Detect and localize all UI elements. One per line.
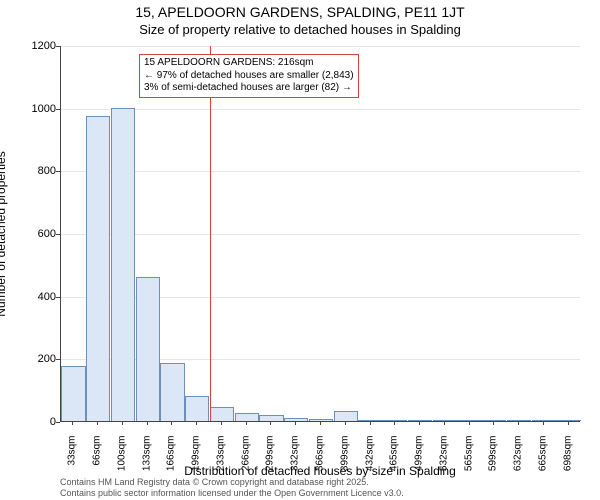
xtick-label: 100sqm [116, 436, 127, 496]
xtick-mark [97, 421, 98, 425]
gridline [61, 234, 580, 235]
xtick-label: 233sqm [215, 436, 226, 496]
xtick-label: 599sqm [488, 436, 499, 496]
xtick-mark [345, 421, 346, 425]
xtick-mark [196, 421, 197, 425]
footer-attribution: Contains HM Land Registry data © Crown c… [60, 477, 404, 498]
xtick-mark [246, 421, 247, 425]
histogram-bar [185, 396, 209, 421]
xtick-label: 166sqm [166, 436, 177, 496]
xtick-mark [493, 421, 494, 425]
ytick-label: 400 [6, 291, 56, 303]
xtick-mark [122, 421, 123, 425]
histogram-bar [433, 420, 457, 421]
xtick-label: 199sqm [191, 436, 202, 496]
reference-line [210, 46, 211, 421]
ytick-mark [56, 46, 60, 47]
xtick-mark [72, 421, 73, 425]
ytick-label: 800 [6, 165, 56, 177]
xtick-mark [543, 421, 544, 425]
xtick-mark [518, 421, 519, 425]
xtick-mark [444, 421, 445, 425]
ytick-mark [56, 359, 60, 360]
histogram-bar [532, 420, 556, 421]
ytick-mark [56, 422, 60, 423]
gridline [61, 109, 580, 110]
histogram-bar [457, 420, 481, 421]
histogram-bar [210, 407, 234, 421]
xtick-label: 33sqm [67, 436, 78, 496]
annotation-line-2: ← 97% of detached houses are smaller (2,… [144, 70, 354, 83]
xtick-label: 665sqm [537, 436, 548, 496]
xtick-mark [147, 421, 148, 425]
histogram-bar [334, 411, 358, 421]
xtick-label: 299sqm [265, 436, 276, 496]
xtick-label: 698sqm [562, 436, 573, 496]
xtick-mark [171, 421, 172, 425]
footer-line-1: Contains HM Land Registry data © Crown c… [60, 477, 404, 487]
chart-title: 15, APELDOORN GARDENS, SPALDING, PE11 1J… [0, 4, 600, 20]
ytick-mark [56, 109, 60, 110]
ytick-label: 600 [6, 228, 56, 240]
ytick-label: 0 [6, 416, 56, 428]
plot-area: 15 APELDOORN GARDENS: 216sqm ← 97% of de… [60, 46, 580, 422]
gridline [61, 171, 580, 172]
xtick-mark [320, 421, 321, 425]
xtick-label: 332sqm [290, 436, 301, 496]
gridline [61, 46, 580, 47]
xtick-label: 499sqm [414, 436, 425, 496]
footer-line-2: Contains public sector information licen… [60, 488, 404, 498]
xtick-label: 432sqm [364, 436, 375, 496]
xtick-mark [295, 421, 296, 425]
xtick-mark [469, 421, 470, 425]
histogram-bar [556, 420, 580, 421]
ytick-mark [56, 234, 60, 235]
xtick-label: 399sqm [339, 436, 350, 496]
xtick-mark [221, 421, 222, 425]
xtick-label: 366sqm [315, 436, 326, 496]
histogram-bar [61, 366, 85, 421]
ytick-mark [56, 297, 60, 298]
xtick-label: 465sqm [389, 436, 400, 496]
xtick-label: 565sqm [463, 436, 474, 496]
xtick-label: 532sqm [438, 436, 449, 496]
histogram-bar [235, 413, 259, 421]
xtick-label: 266sqm [240, 436, 251, 496]
chart-root: 15, APELDOORN GARDENS, SPALDING, PE11 1J… [0, 0, 600, 500]
histogram-bar [136, 277, 160, 421]
annotation-box: 15 APELDOORN GARDENS: 216sqm ← 97% of de… [139, 54, 359, 98]
xtick-mark [394, 421, 395, 425]
ytick-mark [56, 171, 60, 172]
histogram-bar [86, 116, 110, 422]
annotation-line-1: 15 APELDOORN GARDENS: 216sqm [144, 57, 354, 70]
ytick-label: 200 [6, 353, 56, 365]
xtick-label: 66sqm [92, 436, 103, 496]
xtick-mark [568, 421, 569, 425]
annotation-line-3: 3% of semi-detached houses are larger (8… [144, 82, 354, 95]
histogram-bar [160, 363, 184, 421]
ytick-label: 1000 [6, 103, 56, 115]
chart-subtitle: Size of property relative to detached ho… [0, 22, 600, 37]
xtick-mark [270, 421, 271, 425]
xtick-mark [419, 421, 420, 425]
xtick-label: 632sqm [513, 436, 524, 496]
xtick-label: 133sqm [141, 436, 152, 496]
ytick-label: 1200 [6, 40, 56, 52]
xtick-mark [370, 421, 371, 425]
histogram-bar [111, 108, 135, 421]
